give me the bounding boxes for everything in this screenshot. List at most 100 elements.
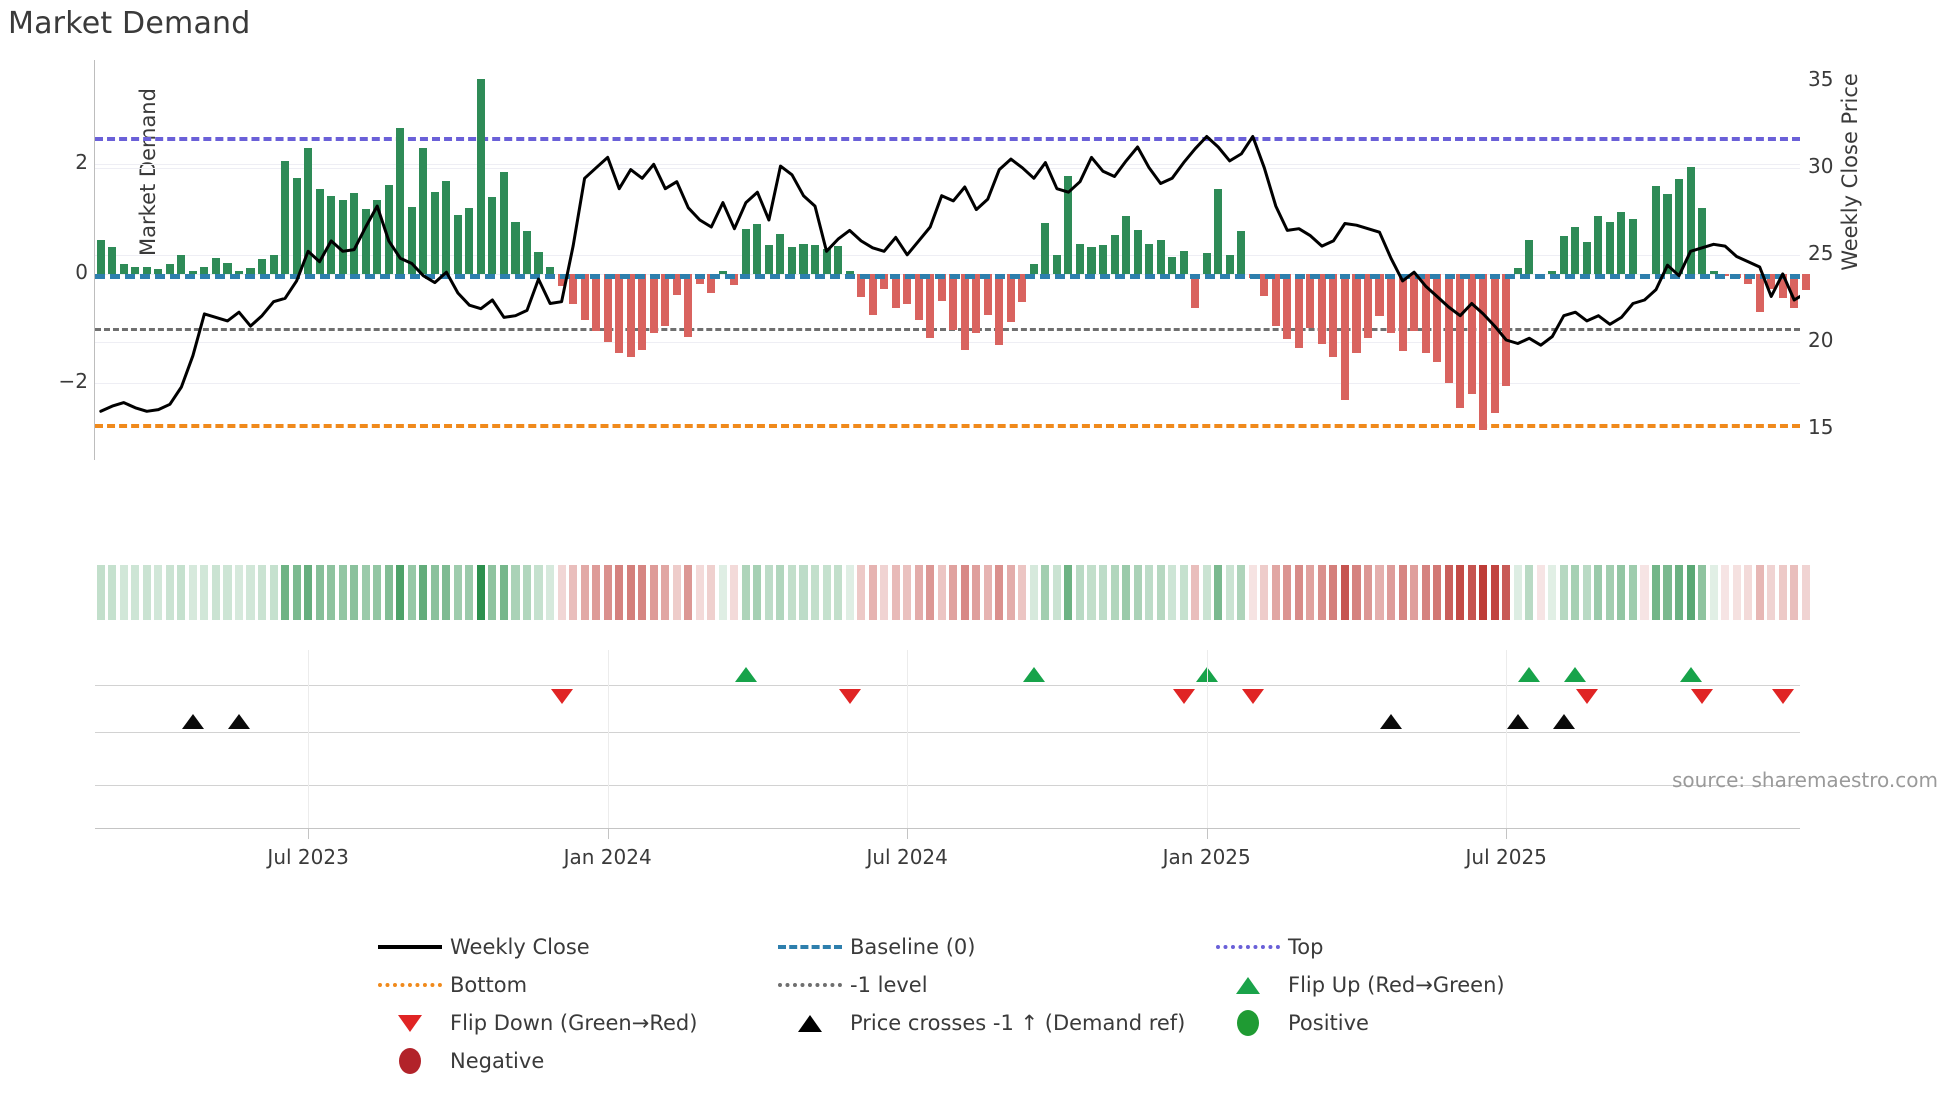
legend-label: Price crosses -1 ↑ (Demand ref) <box>850 1011 1186 1035</box>
flip-down-marker <box>1241 689 1264 704</box>
heat-cell <box>1594 565 1603 620</box>
heat-cell <box>1006 565 1015 620</box>
demand-bar <box>511 221 520 274</box>
heat-cell <box>1686 565 1695 620</box>
demand-bar <box>903 273 912 304</box>
heat-cell <box>1548 565 1557 620</box>
heat-cell <box>338 565 347 620</box>
demand-bar <box>269 254 278 274</box>
demand-bar <box>1006 273 1015 322</box>
heat-cell <box>937 565 946 620</box>
legend-label: Baseline (0) <box>850 935 976 959</box>
heat-cell <box>281 565 290 620</box>
marker-row-line-3 <box>95 785 1800 786</box>
demand-bar <box>1767 273 1776 290</box>
demand-bar <box>1237 230 1246 274</box>
heat-cell <box>1064 565 1073 620</box>
demand-bar <box>396 128 405 274</box>
heat-cell <box>1156 565 1165 620</box>
heat-cell <box>1571 565 1580 620</box>
heat-cell <box>465 565 474 620</box>
marker-row-line-2 <box>95 732 1800 733</box>
demand-bar <box>1525 239 1534 274</box>
heat-cell <box>1248 565 1257 620</box>
demand-bar <box>684 273 693 337</box>
legend-label: Flip Down (Green→Red) <box>450 1011 698 1035</box>
heat-cell <box>1640 565 1649 620</box>
demand-bar <box>304 147 313 274</box>
legend-label: Negative <box>450 1049 545 1073</box>
demand-bar <box>857 273 866 297</box>
heat-cell <box>707 565 716 620</box>
price-cross-marker <box>1380 714 1403 729</box>
demand-bar <box>569 273 578 304</box>
legend-item-weekly-close: Weekly Close <box>370 928 770 966</box>
x-tick-label: Jan 2025 <box>1162 845 1251 869</box>
heat-cell <box>960 565 969 620</box>
heat-cell <box>1237 565 1246 620</box>
heat-cell <box>592 565 601 620</box>
heat-cell <box>511 565 520 620</box>
demand-bar <box>787 247 796 274</box>
heat-cell <box>557 565 566 620</box>
demand-bar <box>799 243 808 274</box>
heat-cell <box>1271 565 1280 620</box>
heat-cell <box>234 565 244 620</box>
demand-bar <box>1214 188 1223 274</box>
demand-bar <box>868 273 877 315</box>
heat-cell <box>188 565 197 620</box>
demand-bar <box>891 273 900 308</box>
heat-cell <box>304 565 313 620</box>
heat-cell <box>1029 565 1038 620</box>
demand-bar <box>672 273 681 295</box>
demand-bar <box>1398 273 1407 352</box>
gridline <box>95 341 1800 343</box>
heat-cell <box>730 565 739 620</box>
heat-cell <box>384 565 393 620</box>
heat-cell <box>430 565 439 620</box>
demand-bar <box>534 251 543 274</box>
heat-cell <box>1790 565 1799 620</box>
heat-cell <box>1421 565 1430 620</box>
heat-cell <box>1306 565 1315 620</box>
heat-cell <box>569 565 578 620</box>
demand-bar <box>1479 273 1488 430</box>
heat-cell <box>1018 565 1027 620</box>
hline-top <box>95 136 1800 141</box>
demand-bar <box>1617 212 1626 274</box>
demand-bar <box>1698 207 1707 274</box>
demand-bar <box>1283 273 1292 340</box>
line-dashed-blue-icon <box>770 945 850 949</box>
demand-bar <box>1651 186 1661 274</box>
demand-bar <box>638 273 647 351</box>
demand-bar <box>154 269 163 274</box>
demand-bar <box>350 192 359 274</box>
heat-cell <box>546 565 555 620</box>
heat-cell <box>1398 565 1407 620</box>
y-axis-right-label: Weekly Close Price <box>1838 73 1862 271</box>
heat-cell <box>1386 565 1396 620</box>
legend-item-flip-down: Flip Down (Green→Red) <box>370 1004 770 1042</box>
heat-cell <box>1698 565 1707 620</box>
demand-bar <box>522 230 532 274</box>
heat-cell <box>1294 565 1303 620</box>
heat-cell <box>1283 565 1292 620</box>
price-cross-marker <box>1552 714 1575 729</box>
source-credit: source: sharemaestro.com <box>1672 768 1938 792</box>
demand-bar <box>753 224 762 274</box>
y-tick-right: 35 <box>1808 66 1834 91</box>
heat-cell <box>1075 565 1084 620</box>
heat-cell <box>1363 565 1373 620</box>
x-guide <box>907 650 909 828</box>
heat-cell <box>1110 565 1119 620</box>
x-tick-label: Jan 2024 <box>563 845 652 869</box>
heat-cell <box>626 565 635 620</box>
dot-red-icon <box>370 1048 450 1074</box>
y-tick-right: 15 <box>1808 414 1834 439</box>
legend-label: Top <box>1288 935 1324 959</box>
demand-bar <box>1571 227 1580 274</box>
demand-bar <box>1410 273 1419 332</box>
heat-cell <box>361 565 370 620</box>
demand-bar <box>1202 252 1211 274</box>
flip-down-marker <box>1771 689 1794 704</box>
